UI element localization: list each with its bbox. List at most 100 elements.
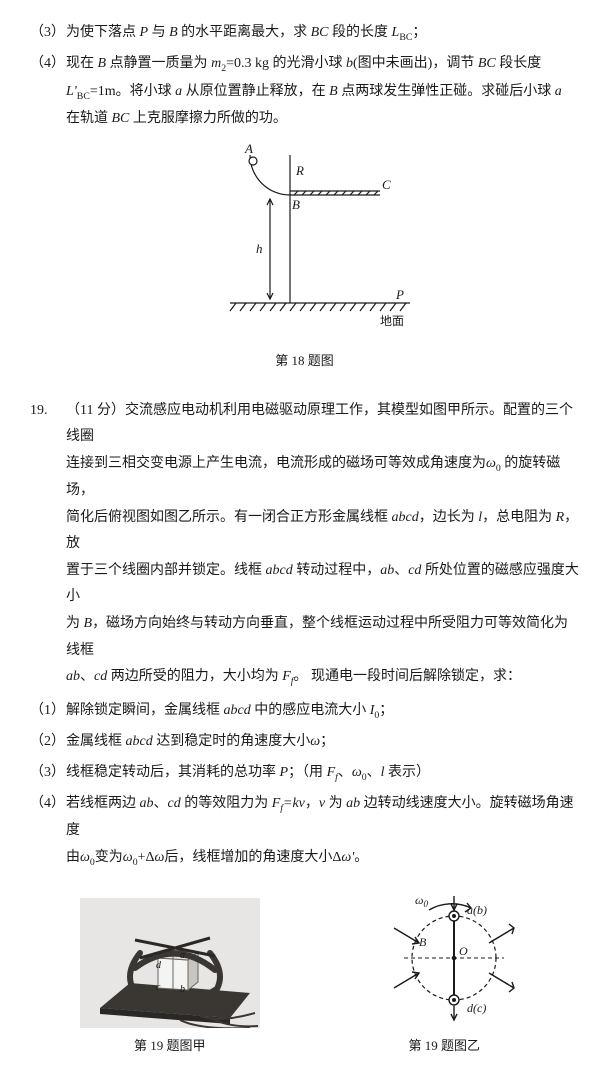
q19-num: 19.	[30, 398, 66, 692]
q19-sub2: （2） 金属线框 abcd 达到稳定时的角速度大小ω；	[30, 729, 579, 756]
text: (图中未画出)，调节	[353, 56, 478, 71]
text: 段长度	[496, 56, 542, 71]
text: 、	[80, 669, 94, 684]
text: 与	[148, 25, 169, 40]
q19-figA-col: a b d c 第 19 题图甲	[80, 898, 260, 1059]
cd: cd	[94, 669, 107, 684]
text: 的等效阻力为	[181, 796, 272, 811]
text: 在轨道	[66, 111, 112, 126]
text: ；	[379, 703, 393, 718]
line1: 若线框两边 ab、cd 的等效阻力为 Ff=kv，v 为 ab 边转动线速度大小…	[66, 791, 579, 845]
label-w0: ω	[415, 893, 423, 907]
abcd: abcd	[224, 703, 251, 718]
label-ab: a(b)	[467, 903, 487, 917]
Ff: F	[272, 796, 281, 811]
q18-figure: A R B C h P 地面 第 18 题图	[30, 143, 579, 374]
sub-body: 为使下落点 P 与 B 的水平距离最大，求 BC 段的长度 LBC；	[66, 20, 426, 47]
text: 为	[325, 796, 346, 811]
Ff: F	[282, 669, 291, 684]
text: 由	[66, 850, 80, 865]
text: 表示）	[385, 765, 431, 780]
sub-body: 解除锁定瞬间，金属线框 abcd 中的感应电流大小 I0；	[66, 698, 393, 725]
sub-num: （2）	[30, 729, 66, 756]
text: 。将小球	[116, 84, 176, 99]
var-m2: m	[211, 56, 221, 71]
eq: =kv	[283, 796, 305, 811]
text: 、	[154, 796, 168, 811]
cd: cd	[168, 796, 181, 811]
text: 、	[338, 765, 352, 780]
P: P	[280, 765, 289, 780]
text: 金属线框	[66, 734, 126, 749]
text: 、	[367, 765, 381, 780]
label-B: B	[419, 935, 427, 949]
var-a: a	[555, 84, 562, 99]
ab: ab	[346, 796, 360, 811]
sub-body: 若线框两边 ab、cd 的等效阻力为 Ff=kv，v 为 ab 边转动线速度大小…	[66, 791, 579, 872]
w: ω	[310, 734, 320, 749]
q19-figA-caption: 第 19 题图甲	[80, 1034, 260, 1059]
text: 为使下落点	[66, 25, 140, 40]
line1: 现在 B 点静置一质量为 m2=0.3 kg 的光滑小球 b(图中未画出)，调节…	[66, 51, 562, 78]
text: 点静置一质量为	[106, 56, 211, 71]
sub-num: （3）	[30, 20, 66, 47]
line2: 由ω0变为ω0+Δω后，线框增加的角速度大小Δω'。	[66, 845, 579, 872]
text: ；	[320, 734, 334, 749]
q19-p2: 连接到三相交变电源上产生电流，电流形成的磁场可等效成角速度为ω0 的旋转磁场，	[66, 451, 579, 505]
ab: ab	[380, 563, 394, 578]
text: 线框稳定转动后，其消耗的总功率	[66, 765, 280, 780]
text: 现在	[66, 56, 98, 71]
var-BC: BC	[112, 111, 130, 126]
text: 若线框两边	[66, 796, 140, 811]
text: 。 现通电一段时间后解除锁定，求：	[294, 669, 522, 684]
sub-num: （4）	[30, 51, 66, 132]
B: B	[84, 616, 93, 631]
wpr: ω'	[341, 850, 354, 865]
text: +Δ	[138, 850, 155, 865]
text: ；（用	[288, 765, 327, 780]
var-Lpbc: L'	[66, 84, 77, 99]
q19-sub4: （4） 若线框两边 ab、cd 的等效阻力为 Ff=kv，v 为 ab 边转动线…	[30, 791, 579, 872]
text: 变为	[95, 850, 123, 865]
var-B: B	[169, 25, 178, 40]
q19-figB-caption: 第 19 题图乙	[359, 1034, 529, 1059]
text: 从原位置静止释放，在	[182, 84, 329, 99]
w0: ω	[352, 765, 362, 780]
q19-figB-svg: ω0 a(b) d(c) B O	[359, 888, 529, 1028]
var-b: b	[346, 56, 353, 71]
label-h: h	[256, 241, 263, 256]
line3: 在轨道 BC 上克服摩擦力所做的功。	[66, 106, 562, 133]
q19-sub3: （3） 线框稳定转动后，其消耗的总功率 P；（用 Ff、ω0、l 表示）	[30, 760, 579, 787]
text: 。	[354, 850, 368, 865]
sub-body: 线框稳定转动后，其消耗的总功率 P；（用 Ff、ω0、l 表示）	[66, 760, 430, 787]
w0: ω	[123, 850, 133, 865]
q19-p6: ab、cd 两边所受的阻力，大小均为 Ff。 现通电一段时间后解除锁定，求：	[66, 664, 579, 691]
sub-num: （3）	[30, 760, 66, 787]
q19-p3: 简化后俯视图如图乙所示。有一闭合正方形金属线框 abcd，边长为 l，总电阻为 …	[66, 505, 579, 558]
line2: L'BC=1m。将小球 a 从原位置静止释放，在 B 点两球发生弹性正碰。求碰后…	[66, 79, 562, 106]
text: ，磁场方向始终与转动方向垂直，整个线框运动过程中所受阻力可等效简化为线框	[66, 616, 568, 658]
var-B: B	[98, 56, 107, 71]
label-B: B	[292, 197, 300, 212]
q19-figA-svg: a b d c	[80, 898, 260, 1028]
text: ，总电阻为	[482, 510, 556, 525]
text: 的水平距离最大，求	[178, 25, 311, 40]
text: 两边所受的阻力，大小均为	[107, 669, 282, 684]
w0: ω	[486, 456, 496, 471]
sub-body: 现在 B 点静置一质量为 m2=0.3 kg 的光滑小球 b(图中未画出)，调节…	[66, 51, 562, 132]
q19-body: （11 分）交流感应电动机利用电磁驱动原理工作，其模型如图甲所示。配置的三个线圈…	[66, 398, 579, 692]
text: 后，线框增加的角速度大小Δ	[164, 850, 341, 865]
label-O: O	[459, 944, 468, 958]
q19-sub1: （1） 解除锁定瞬间，金属线框 abcd 中的感应电流大小 I0；	[30, 698, 579, 725]
label-w0sub: 0	[424, 899, 429, 909]
text: 连接到三相交变电源上产生电流，电流形成的磁场可等效成角速度为	[66, 456, 486, 471]
label-C: C	[382, 177, 391, 192]
text: ，	[305, 796, 319, 811]
points: （11 分）	[66, 403, 125, 418]
svg-text:b: b	[180, 984, 185, 995]
text: 、	[394, 563, 408, 578]
sub-body: 金属线框 abcd 达到稳定时的角速度大小ω；	[66, 729, 334, 756]
text: 段的长度	[329, 25, 392, 40]
text: 中的感应电流大小	[251, 703, 370, 718]
svg-text:ω0: ω0	[415, 893, 428, 909]
